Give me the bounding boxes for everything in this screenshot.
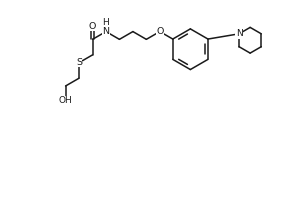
Text: O: O	[89, 22, 96, 31]
Text: OH: OH	[59, 96, 72, 105]
Text: H: H	[103, 17, 109, 27]
Text: N: N	[102, 27, 109, 36]
Text: O: O	[156, 27, 164, 36]
Text: S: S	[76, 58, 82, 67]
Text: N: N	[236, 29, 242, 38]
